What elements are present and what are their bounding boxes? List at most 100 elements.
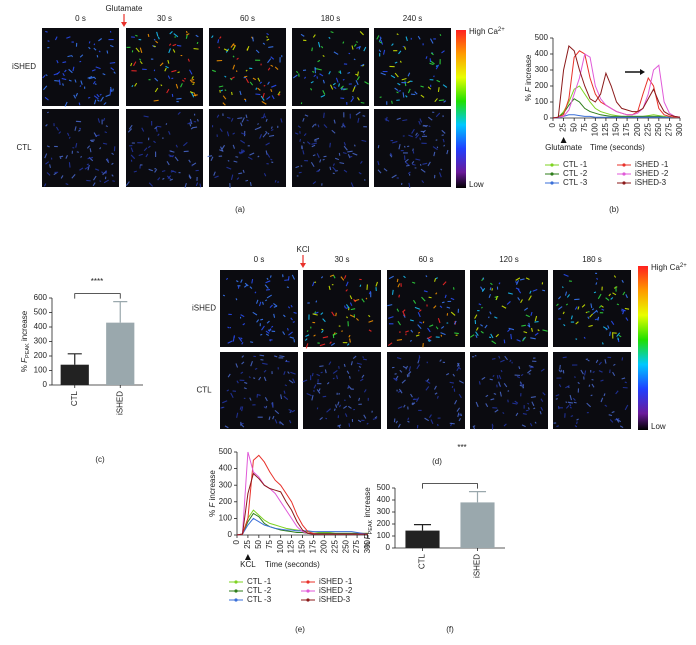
cell (408, 182, 411, 188)
cell (503, 383, 508, 388)
arrowhead (640, 69, 645, 75)
cell (311, 144, 316, 148)
cell (80, 80, 83, 85)
cell (138, 153, 143, 157)
cell (230, 76, 235, 80)
cell (232, 64, 236, 70)
cell (364, 81, 369, 85)
cell (262, 132, 267, 138)
cell (391, 140, 398, 144)
cell (255, 87, 258, 90)
cell (348, 394, 352, 399)
cell (519, 384, 523, 387)
cell (358, 365, 362, 368)
y-tick-label: 0 (544, 113, 549, 122)
cell (583, 336, 586, 339)
cell (445, 373, 450, 376)
cell (437, 317, 441, 324)
cell (489, 378, 493, 381)
cell (433, 305, 437, 309)
cell (423, 124, 427, 128)
colorbar-high: High Ca2+ (469, 27, 505, 37)
cell (262, 42, 266, 45)
cell (232, 144, 236, 149)
cell (391, 43, 394, 47)
cell (348, 375, 351, 379)
cell (530, 311, 533, 316)
cell (363, 414, 367, 419)
cell (427, 86, 432, 90)
cell (490, 282, 493, 286)
cell (266, 36, 269, 38)
cell (257, 77, 261, 82)
cell (320, 371, 323, 374)
cell (347, 71, 351, 74)
cell (523, 307, 529, 311)
cell (608, 414, 613, 417)
row-label: CTL (16, 143, 32, 152)
cell (312, 70, 315, 73)
cell (287, 371, 290, 374)
cell (133, 61, 137, 67)
cell (604, 359, 607, 364)
cell (240, 132, 246, 136)
cell (139, 60, 143, 65)
cell (507, 328, 512, 332)
cell (266, 294, 273, 299)
micrograph (303, 270, 381, 347)
cell (188, 174, 192, 179)
cell (396, 91, 399, 94)
cell (517, 297, 521, 301)
cell (193, 92, 197, 97)
cell (232, 55, 235, 58)
cell (338, 404, 342, 408)
cell (239, 406, 242, 410)
cell (91, 69, 96, 72)
panel-label: (a) (235, 205, 245, 214)
cell (302, 141, 305, 144)
cell (68, 162, 71, 168)
cell (45, 74, 48, 77)
cell (359, 378, 364, 382)
cell (328, 285, 331, 290)
cell (618, 334, 622, 338)
y-tick-label: 300 (535, 65, 549, 74)
cell (277, 91, 281, 96)
cell (420, 94, 425, 98)
micrograph (303, 352, 381, 429)
cell (613, 363, 616, 366)
cell (192, 162, 197, 166)
cell (595, 359, 599, 364)
cell (341, 330, 343, 333)
cell (305, 343, 309, 349)
cell (235, 363, 239, 368)
cell (252, 311, 258, 316)
cell (500, 359, 505, 363)
x-tick-label: 100 (590, 122, 599, 136)
cell (310, 80, 314, 84)
cell (489, 311, 492, 315)
cell (531, 327, 533, 332)
cell (288, 409, 293, 412)
cell (481, 288, 486, 292)
cell (368, 290, 372, 295)
cell (100, 96, 104, 102)
x-tick-label: 50 (254, 539, 263, 548)
legend-marker (306, 598, 310, 602)
cell (430, 419, 434, 425)
cell (45, 30, 48, 33)
cell (396, 117, 401, 121)
cell (427, 339, 431, 342)
cell (213, 171, 216, 176)
cell (199, 183, 202, 188)
cell (404, 46, 407, 50)
y-tick-label: 500 (535, 33, 549, 42)
cell (238, 151, 241, 155)
cell (78, 102, 81, 106)
cell (195, 182, 199, 187)
cell (306, 330, 309, 333)
cell (167, 175, 172, 179)
bar (405, 530, 440, 548)
cell (421, 296, 426, 302)
cell (322, 336, 329, 339)
